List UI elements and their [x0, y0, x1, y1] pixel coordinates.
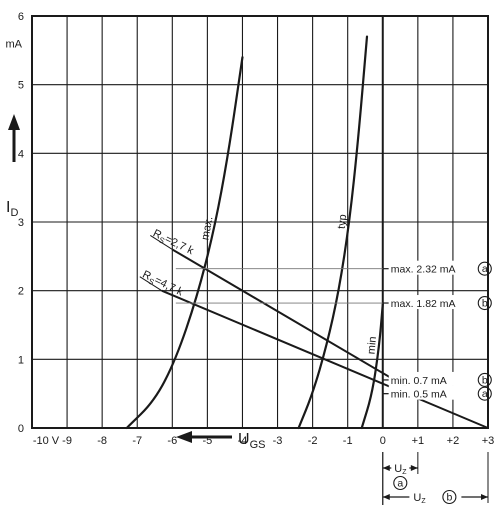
uz-label-1: UZ — [413, 492, 426, 505]
x-tick-label-6: -4 — [238, 435, 248, 447]
annotation-marker-1-ring — [477, 295, 492, 311]
uz-arrow-right-1 — [481, 494, 488, 500]
y-axis-arrow-head — [8, 114, 20, 130]
annotation-marker-2-ring — [477, 372, 492, 387]
series-layer: max. typ min — [125, 35, 384, 430]
load-line-label-1: RS=4,7 k — [140, 269, 186, 301]
x-tick-label-5: -5 — [202, 435, 212, 447]
annotation-marker-0-ring — [477, 261, 492, 276]
y-tick-label-5: 5 — [18, 80, 24, 92]
uz-marker-0-letter: a — [397, 478, 403, 490]
load-line-0 — [171, 248, 419, 395]
x-tick-label-11: +1 — [412, 435, 425, 447]
annotation-marker-3-letter: a — [482, 388, 488, 400]
annotation-marker-2-letter: b — [482, 374, 488, 386]
annotation-marker-3-ring — [477, 386, 492, 401]
uz-marker-0: a — [393, 475, 408, 491]
y-tick-label-0: 0 — [18, 423, 24, 435]
load-line-leader-0 — [150, 235, 173, 250]
x-tick-label-10: 0 — [380, 435, 386, 447]
curve-label-max: max. — [199, 216, 215, 242]
uz-marker-0-ring — [393, 475, 408, 491]
y-tick-label-3: 3 — [18, 217, 24, 229]
load-lines: RS=2,7 k RS=4,7 k — [139, 227, 489, 429]
load-line-leader-1 — [139, 276, 163, 292]
y-tick-label-4: 4 — [18, 148, 24, 160]
curve-max — [125, 56, 244, 430]
annotation-marker-0: a — [477, 261, 492, 276]
uz-arrow-left-0 — [382, 465, 390, 471]
annotation-text-3: min. 0.5 mA — [391, 389, 447, 401]
x-tick-label-9: -1 — [343, 435, 353, 447]
x-axis-label: UGS — [238, 431, 265, 451]
plot-frame — [31, 15, 489, 429]
annotation-bg-1 — [388, 295, 475, 310]
axes: -10 V -9 -8 -7 -6 -5 -4 -3 -2 -1 0 +1 +2 +3 0 1 2 3 4 5 6 mA — [6, 11, 495, 447]
load-line-1 — [161, 289, 489, 429]
x-tick-label-2: -8 — [97, 435, 107, 447]
y-axis-label: ID — [6, 199, 18, 219]
uz-arrow-left-1 — [382, 494, 390, 500]
x-tick-label-13: +3 — [482, 435, 495, 447]
curve-label-min: min — [366, 336, 379, 355]
y-unit-label: mA — [6, 38, 23, 50]
curve-min — [360, 303, 384, 430]
annotation-marker-3: a — [477, 386, 492, 401]
annotation-marker-1: b — [477, 295, 492, 311]
x-tick-label-3: -7 — [132, 435, 142, 447]
curve-label-typ: typ — [336, 214, 349, 230]
y-tick-label-1: 1 — [18, 354, 24, 366]
uz-label-bg-0 — [391, 459, 410, 477]
annotation-bg-0 — [388, 260, 475, 275]
annotation-text-2: min. 0.7 mA — [391, 375, 447, 387]
axis-labels: UGS ID UZ a UZ b — [6, 114, 489, 506]
annotation-marker-1-letter: b — [482, 298, 488, 310]
x-tick-label-8: -2 — [308, 435, 318, 447]
uz-arrow-right-0 — [410, 465, 418, 471]
x-axis-arrow-head — [176, 431, 192, 443]
annotation-bg-2 — [388, 371, 475, 386]
y-tick-label-2: 2 — [18, 286, 24, 298]
uz-label-0: UZ — [394, 463, 407, 476]
x-tick-label-12: +2 — [447, 435, 460, 447]
annotation-text-1: max. 1.82 mA — [391, 298, 456, 310]
grid — [32, 16, 488, 428]
y-tick-label-6: 6 — [18, 11, 24, 23]
annotation-text-0: max. 2.32 mA — [391, 264, 456, 276]
x-tick-label-1: -9 — [62, 435, 72, 447]
annotation-bg-3 — [388, 385, 475, 400]
annotation-marker-2: b — [477, 372, 492, 387]
x-tick-label-7: -3 — [273, 435, 283, 447]
uz-marker-1-letter: b — [446, 492, 452, 504]
uz-marker-1-ring — [442, 489, 457, 505]
x-tick-label-0: -10 V — [33, 435, 60, 447]
uz-marker-1: b — [442, 489, 457, 505]
load-line-label-0: RS=2,7 k — [150, 227, 196, 259]
uz-label-bg-1 — [409, 488, 462, 506]
curve-typ — [297, 35, 369, 430]
annotation-marker-0-letter: a — [482, 263, 488, 275]
x-tick-label-4: -6 — [167, 435, 177, 447]
annotations: max. 2.32 mA a max. 1.82 mA b min. 0.7 mA b mi… — [175, 260, 492, 401]
